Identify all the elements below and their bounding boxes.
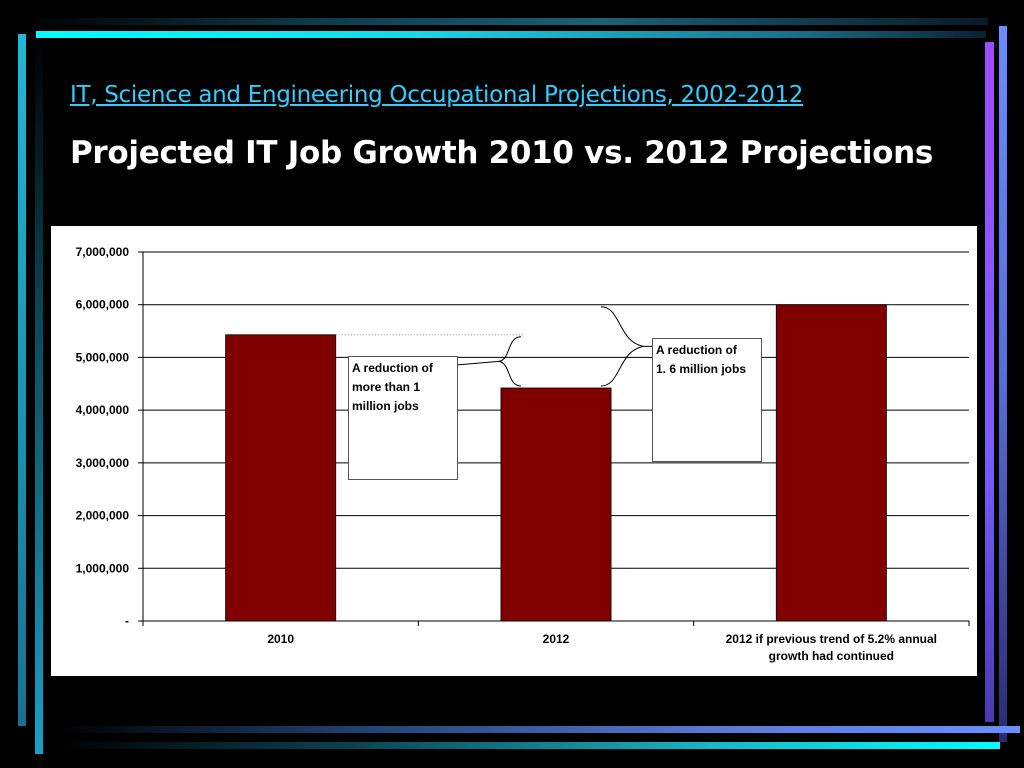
bottom-frame-bar-blue <box>58 726 1020 733</box>
x-category-label: 2012 if previous trend of 5.2% annual <box>726 632 937 646</box>
y-tick-label: 5,000,000 <box>76 350 130 364</box>
x-category-label: growth had continued <box>769 649 894 663</box>
bar-chart: - 1,000,000 2,000,000 3,000,000 4,000,000 5,0… <box>76 245 970 663</box>
y-axis-tick-labels: - 1,000,000 2,000,000 3,000,000 4,000,000 5,0… <box>76 245 130 628</box>
left-frame-bar-outer <box>18 34 26 726</box>
right-frame-bar-purple <box>985 42 994 722</box>
brace-large <box>600 306 645 387</box>
slide-subtitle-link[interactable]: IT, Science and Engineering Occupational… <box>70 82 804 108</box>
top-frame-bar-cyan <box>36 31 986 38</box>
annotation-box-reduction-1m: A reduction of more than 1 million jobs <box>348 356 458 480</box>
chart-panel: - 1,000,000 2,000,000 3,000,000 4,000,000 5,0… <box>51 226 977 676</box>
brace-small-pointer <box>455 360 500 366</box>
y-tick-label: 6,000,000 <box>76 298 130 312</box>
slide-title: Projected IT Job Growth 2010 vs. 2012 Pr… <box>70 135 934 171</box>
y-tick-label: 2,000,000 <box>76 509 130 523</box>
x-axis-category-labels: 2010 2012 2012 if previous trend of 5.2% a… <box>267 632 937 663</box>
x-category-label: 2010 <box>267 632 294 646</box>
brace-small <box>498 336 522 387</box>
y-tick-label: 1,000,000 <box>76 561 130 575</box>
y-tick-label: - <box>125 614 129 628</box>
bar <box>225 334 337 622</box>
bar <box>500 387 612 622</box>
top-frame-bar-dark <box>22 18 988 25</box>
annotation-box-reduction-1-6m: A reduction of 1. 6 million jobs <box>652 338 762 462</box>
y-tick-label: 7,000,000 <box>76 245 130 259</box>
bottom-frame-bar-cyan <box>58 742 1000 749</box>
right-frame-bar-blue <box>999 26 1007 742</box>
chart-bars <box>225 304 887 622</box>
left-frame-bar-inner <box>35 40 43 754</box>
annotation-2-line-1: A reduction of <box>656 343 737 357</box>
y-tick-label: 4,000,000 <box>76 403 130 417</box>
annotation-1-line-3: million jobs <box>352 399 419 413</box>
y-tick-label: 3,000,000 <box>76 456 130 470</box>
x-category-label: 2012 <box>543 632 570 646</box>
chart-annotations <box>335 306 652 387</box>
bar <box>775 304 887 622</box>
annotation-1-line-2: more than 1 <box>352 380 421 394</box>
annotation-1-line-1: A reduction of <box>352 361 433 375</box>
annotation-2-line-2: 1. 6 million jobs <box>656 362 747 376</box>
